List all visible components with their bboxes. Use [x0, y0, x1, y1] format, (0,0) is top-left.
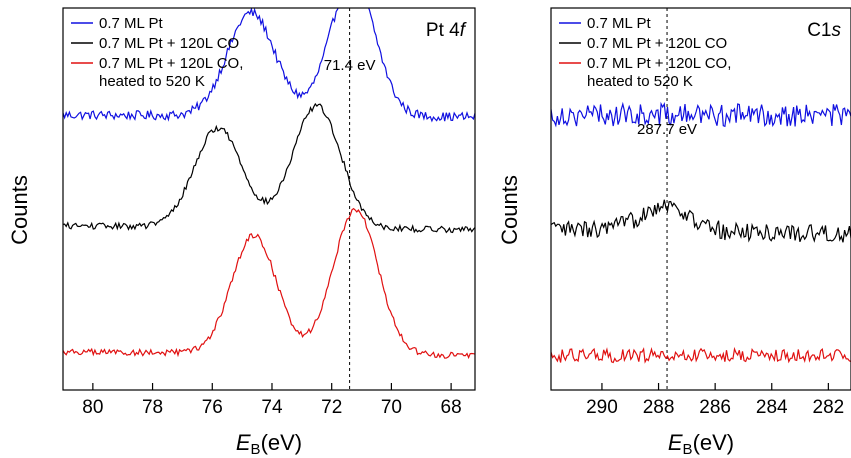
x-axis-label: EB(eV) — [668, 430, 734, 458]
x-tick-label: 70 — [381, 397, 402, 418]
series-line-3 — [551, 346, 851, 364]
plot-frame — [550, 7, 851, 391]
plot-frame — [62, 7, 476, 391]
y-axis-label: Counts — [497, 175, 522, 245]
x-tick-label: 78 — [142, 397, 163, 418]
x-tick-label: 74 — [261, 397, 283, 418]
legend-entry: 0.7 ML Pt + 120L CO — [587, 35, 727, 52]
panel-1: 80 78 76 74 72 70 68 EB(eV) Counts Pt 4f 71.4 eV 0.… — [7, 7, 476, 458]
series-line-1 — [63, 8, 475, 123]
x-tick-label: 288 — [643, 397, 675, 418]
legend-entry-cont: heated to 520 K — [587, 73, 693, 90]
series-line-2 — [63, 102, 475, 234]
x-tick-label: 80 — [82, 397, 103, 418]
x-tick-label: 286 — [699, 397, 731, 418]
series-line-1 — [551, 101, 851, 128]
series-line-3 — [63, 207, 475, 360]
panel-title: C1s — [807, 20, 841, 41]
x-tick-label: 290 — [586, 397, 618, 418]
series-line-2 — [551, 199, 851, 243]
panel-title: Pt 4f — [426, 20, 467, 41]
x-tick-label: 282 — [813, 397, 845, 418]
x-tick-label: 284 — [756, 397, 788, 418]
legend-entry: 0.7 ML Pt — [99, 15, 163, 32]
x-tick-label: 68 — [441, 397, 462, 418]
reference-label: 71.4 eV — [324, 57, 376, 74]
reference-label: 287.7 eV — [637, 121, 697, 138]
x-tick-label: 76 — [202, 397, 223, 418]
panel-2: 290 288 286 284 282 EB(eV) Counts C1s 287.7 eV 0.… — [497, 7, 851, 458]
legend-entry: 0.7 ML Pt — [587, 15, 651, 32]
legend-entry: 0.7 ML Pt + 120L CO — [99, 35, 239, 52]
x-tick-label: 72 — [321, 397, 342, 418]
legend-entry: 0.7 ML Pt + 120L CO, — [587, 55, 731, 72]
legend-entry-cont: heated to 520 K — [99, 73, 205, 90]
y-axis-label: Counts — [7, 175, 32, 245]
legend-entry: 0.7 ML Pt + 120L CO, — [99, 55, 243, 72]
x-axis-label: EB(eV) — [236, 430, 302, 458]
